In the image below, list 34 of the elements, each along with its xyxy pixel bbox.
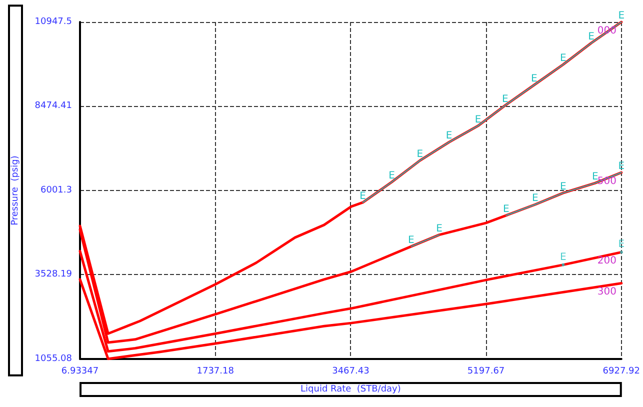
x-tick-label: 1737.18: [196, 366, 234, 376]
x-axis-title: Liquid Rate (STB/day): [300, 384, 401, 394]
data-label: E: [588, 32, 594, 43]
x-tick-label: 5197.67: [467, 366, 505, 376]
y-tick-label: 6001.3: [40, 186, 72, 196]
data-label: E: [416, 149, 424, 160]
data-label: E: [502, 94, 508, 105]
data-label: E: [560, 252, 566, 263]
data-label: E: [532, 193, 538, 204]
data-label: E: [360, 190, 366, 202]
y-axis-title: Pressure (psig): [10, 156, 20, 226]
x-tick-label: 6.93347: [61, 366, 99, 376]
y-tick-label: 8474.41: [34, 101, 72, 112]
series-label: 200: [597, 256, 616, 267]
y-tick-label: 1055.08: [34, 354, 72, 364]
data-label: E: [560, 53, 566, 64]
x-tick-label: 6927.92: [602, 366, 640, 376]
data-label: E: [388, 170, 395, 182]
data-label: E: [592, 172, 598, 183]
x-tick-label: 3467.43: [332, 366, 370, 376]
series-label: 300: [597, 286, 616, 298]
data-label: E: [408, 234, 414, 246]
data-label: E: [502, 204, 510, 215]
data-label: E: [618, 10, 625, 22]
data-label: E: [436, 223, 442, 234]
y-tick-label: 3528.19: [34, 270, 72, 280]
series-label: 500: [597, 176, 616, 187]
data-label: E: [531, 73, 538, 84]
data-label: E: [560, 181, 566, 192]
data-label: E: [618, 239, 625, 250]
data-label: E: [618, 160, 625, 172]
y-tick-label: 10947.5: [34, 17, 72, 27]
data-label: E: [474, 114, 482, 126]
data-label: E: [446, 130, 452, 142]
